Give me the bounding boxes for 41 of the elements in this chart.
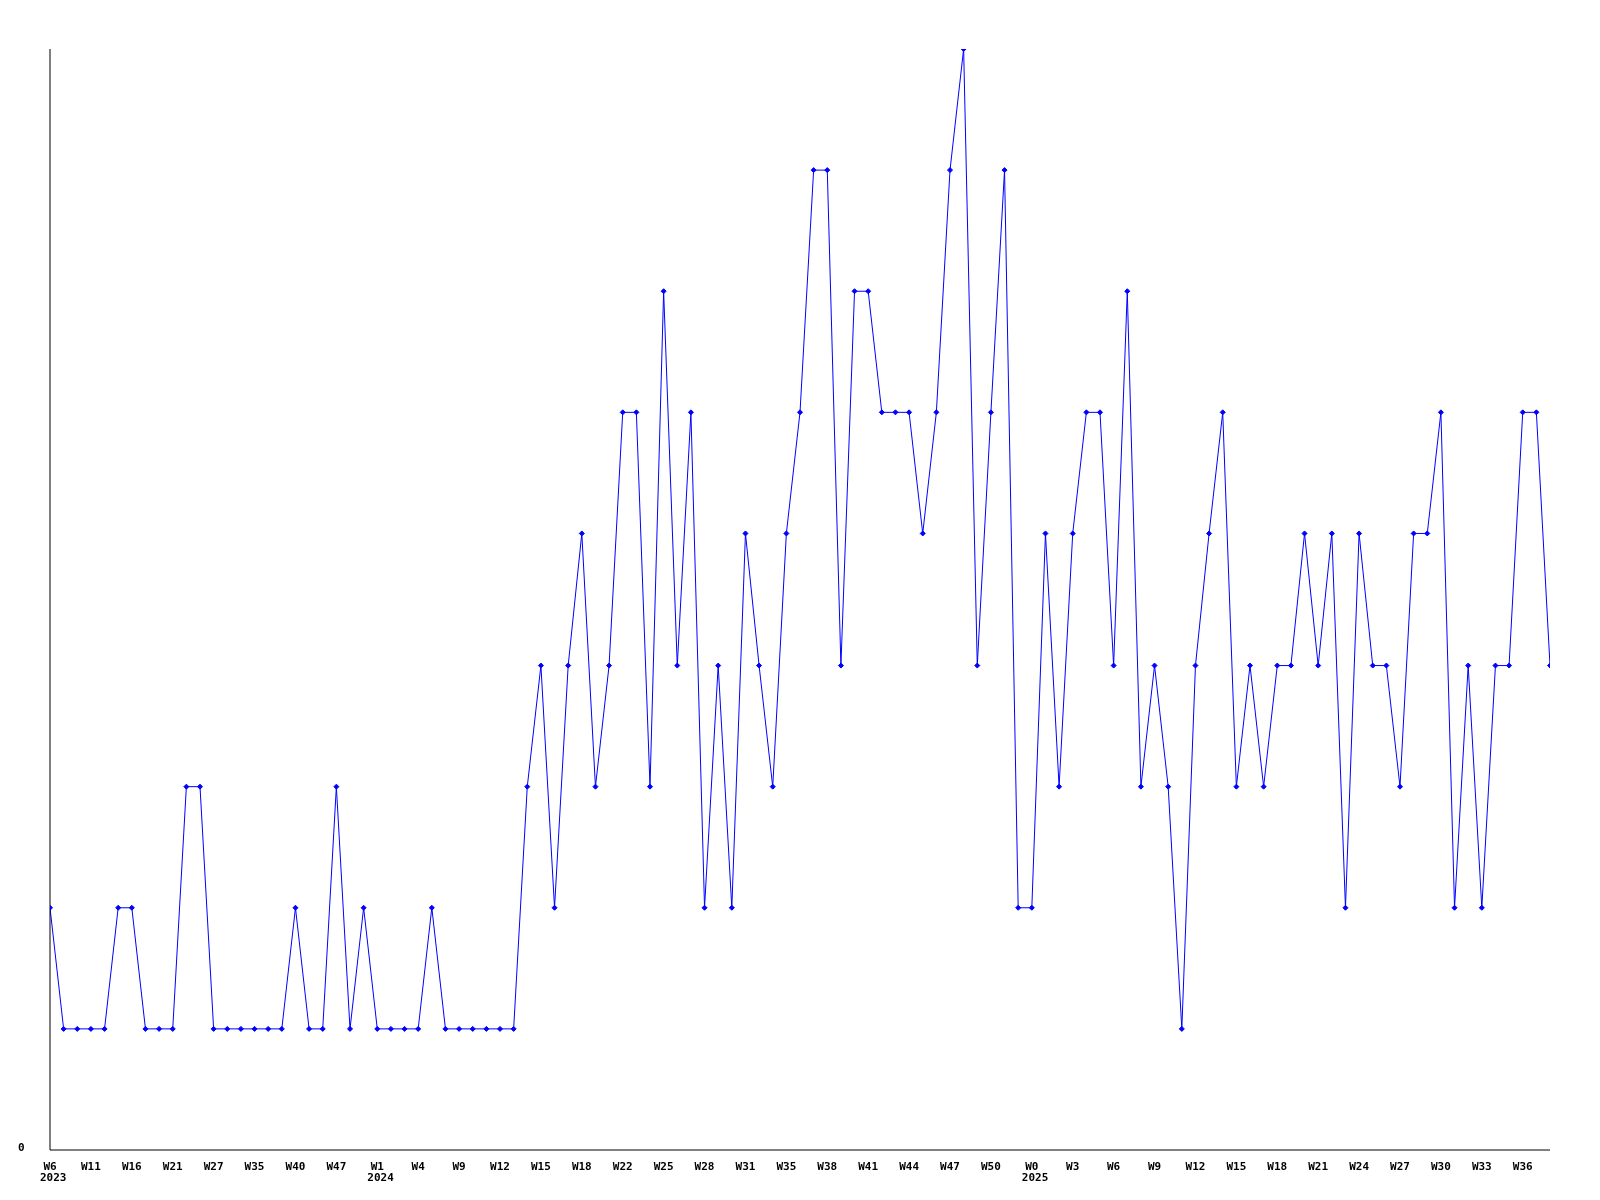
x-tick-label: W27 (203, 1160, 224, 1173)
x-tick-label: W0 (1025, 1160, 1039, 1173)
text: 2025 (1021, 1171, 1049, 1184)
x-tick-label: W6 (1107, 1160, 1121, 1173)
x-tick-label: W31 (735, 1160, 756, 1173)
x-tick-label: W35 (776, 1160, 797, 1173)
x-tick-label: W18 (1267, 1160, 1288, 1173)
x-tick-label: W9 (1147, 1160, 1162, 1173)
x-tick-label: W35 (244, 1160, 265, 1173)
x-tick-label: W4 (411, 1160, 426, 1173)
x-tick-label: W3 (1066, 1160, 1080, 1173)
x-tick-label: W28 (694, 1160, 715, 1173)
x-tick-label: W41 (858, 1160, 879, 1173)
x-tick-label: W22 (612, 1160, 633, 1173)
text: 0 (18, 1141, 25, 1154)
x-tick-label: W50 (980, 1160, 1001, 1173)
x-tick-label: W9 (452, 1160, 466, 1173)
x-tick-label: W1 (370, 1160, 385, 1173)
x-tick-label: W12 (490, 1160, 510, 1173)
x-tick-label: W36 (1512, 1160, 1534, 1173)
x-tick-label: W38 (817, 1160, 838, 1173)
x-tick-label: W47 (326, 1160, 347, 1173)
x-tick-label: W12 (1185, 1160, 1206, 1173)
x-tick-label: W30 (1430, 1160, 1451, 1173)
x-tick-label: W24 (1349, 1160, 1370, 1173)
x-tick-label: W25 (653, 1160, 674, 1173)
x-tick-label: W33 (1471, 1160, 1492, 1173)
x-tick-label: W21 (1308, 1160, 1329, 1173)
text: 2024 (367, 1171, 394, 1184)
text: 2023 (40, 1171, 67, 1184)
x-tick-label: W18 (571, 1160, 592, 1173)
x-tick-label: W16 (121, 1160, 143, 1173)
x-tick-label: W15 (1226, 1160, 1247, 1173)
x-tick-label: W47 (940, 1160, 960, 1173)
x-tick-label: W6 (43, 1160, 57, 1173)
x-tick-label: W27 (1390, 1160, 1410, 1173)
x-tick-label: W40 (285, 1160, 306, 1173)
x-tick-label: W44 (899, 1160, 920, 1173)
x-tick-label: W15 (530, 1160, 551, 1173)
x-tick-label: W11 (80, 1160, 102, 1173)
x-tick-label: W21 (162, 1160, 184, 1173)
